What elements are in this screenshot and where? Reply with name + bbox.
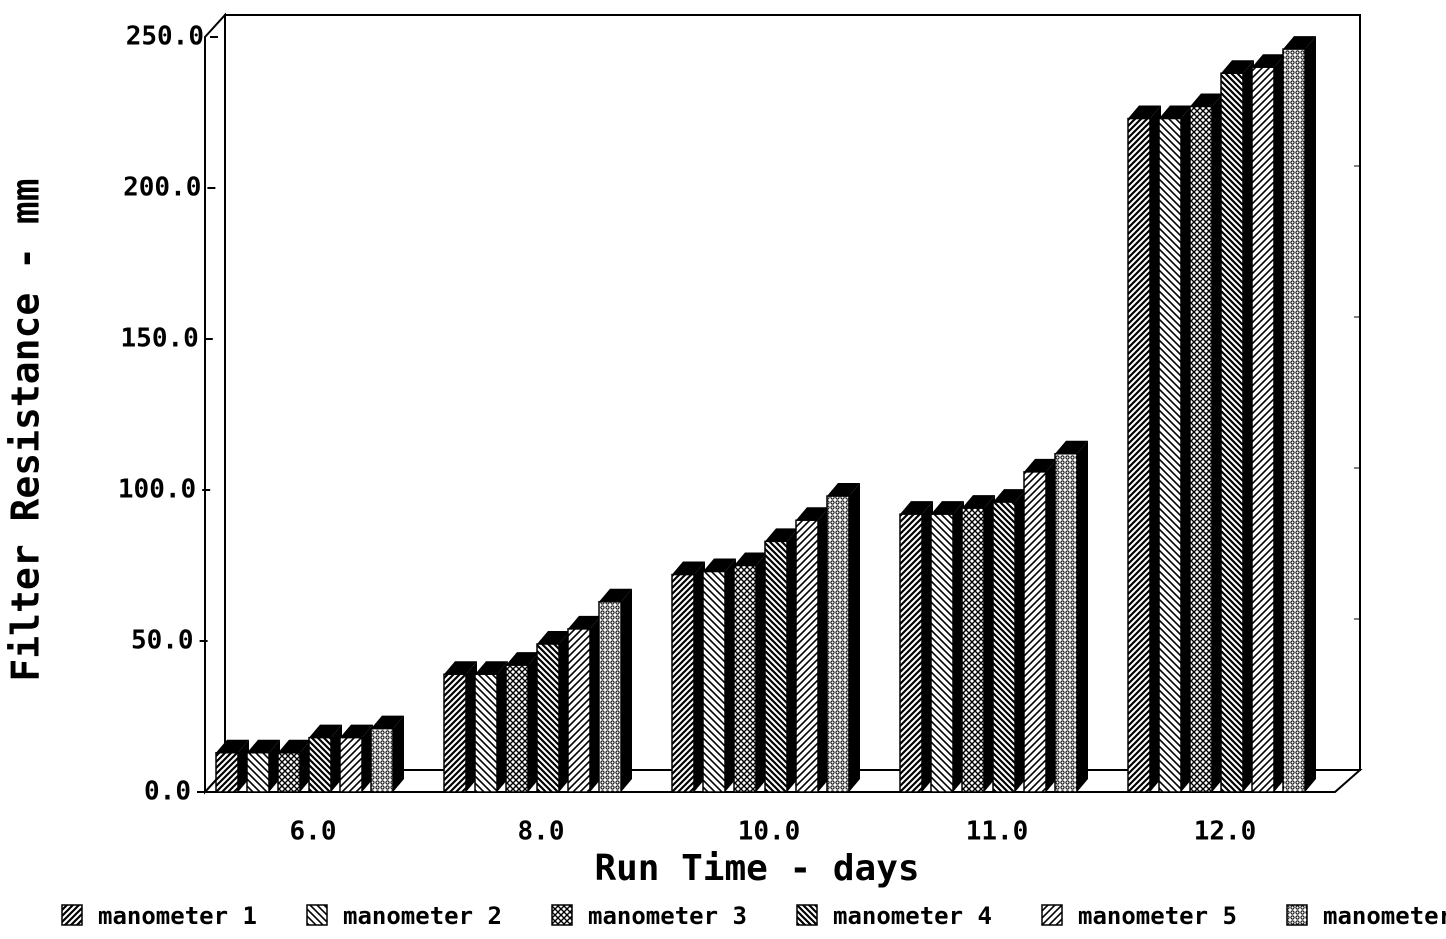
bar-front [930,513,954,793]
bar-front [474,673,498,793]
bar-front [277,751,301,793]
bar-front [764,540,788,793]
bar-side [1305,36,1316,792]
y-tick-label: 50.0 [131,626,194,656]
bar-side [849,483,860,792]
bar-front [1127,117,1151,793]
y-tick-label: 0.0 [144,777,191,807]
legend-swatch [551,904,573,926]
x-tick-label: 12.0 [1194,817,1257,847]
x-tick-label: 11.0 [966,817,1029,847]
bar-front [598,600,622,793]
bar-side [1077,440,1088,792]
bar-front [1158,117,1182,793]
x-axis-label: Run Time - days [594,848,919,889]
bar-front [505,664,529,793]
bar-top [1252,54,1285,68]
x-tick-label: 10.0 [738,817,801,847]
legend-swatch [1286,904,1308,926]
bar-front [992,501,1016,793]
x-tick-label: 8.0 [518,817,565,847]
legend-label: manometer 4 [833,902,992,930]
bar-front [795,519,819,793]
bar-side [393,715,404,792]
bar-front [308,736,332,793]
legend-label: manometer 5 [1078,902,1237,930]
y-tick-label: 100.0 [118,475,196,505]
legend-swatch [796,904,818,926]
bar-front [1251,66,1275,793]
y-tick-label: 200.0 [123,173,201,203]
y-tick-label: 150.0 [121,324,199,354]
bar-front [443,673,467,793]
bar-front [702,570,726,793]
bar-front [1282,48,1306,793]
bar-front [370,727,394,793]
legend-label: manometer [1323,902,1446,930]
y-axis-label: Filter Resistance - mm [4,178,48,681]
bar-top [900,501,933,515]
x-tick-label: 6.0 [290,817,337,847]
bar-front [1189,105,1213,793]
legend-label: manometer 1 [98,902,257,930]
bar-side [621,588,632,792]
legend-swatch [306,904,328,926]
bar-front [961,507,985,793]
bar-top [931,501,964,515]
bar-top [1221,60,1254,74]
bar-front [567,628,591,793]
bar-front [733,564,757,793]
bar-front [1023,471,1047,793]
bar-front [339,736,363,793]
bar-front [536,643,560,793]
y-tick-label: 250.0 [126,22,204,52]
legend-label: manometer 2 [343,902,502,930]
bar-front [1220,72,1244,793]
legend-swatch [61,904,83,926]
legend-swatch [1041,904,1063,926]
bar-front [246,751,270,793]
legend-label: manometer 3 [588,902,747,930]
bar-front [826,495,850,793]
bar-front [215,751,239,793]
bar-front [671,573,695,793]
bar-front [1054,453,1078,793]
bar-front [899,513,923,793]
